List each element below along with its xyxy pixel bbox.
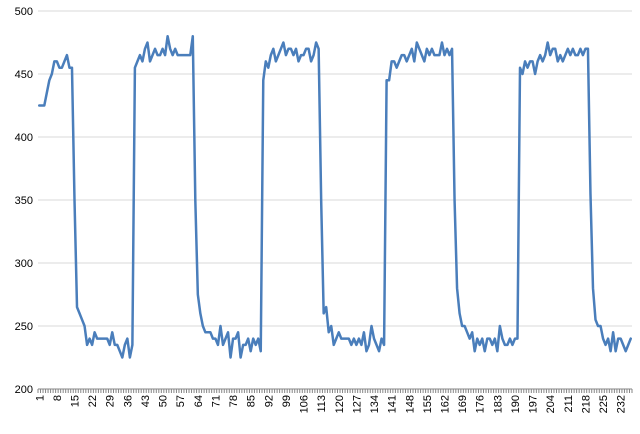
y-axis-tick-labels: 200 250 300 350 400 450 500 (15, 6, 33, 396)
x-axis-tick-labels: 1 8 15 22 29 36 43 50 57 64 71 78 85 92 99 106 113 120 127… (34, 395, 627, 413)
x-tick-label: 85 (246, 395, 258, 407)
x-tick-label: 50 (158, 395, 170, 407)
x-tick-label: 29 (105, 395, 117, 407)
x-tick-label: 64 (193, 395, 205, 407)
x-tick-label: 218 (580, 395, 592, 413)
x-tick-label: 71 (210, 395, 222, 407)
x-tick-label: 99 (281, 395, 293, 407)
x-tick-label: 15 (69, 395, 81, 407)
y-tick-label: 200 (15, 384, 33, 396)
x-tick-label: 148 (404, 395, 416, 413)
x-tick-label: 162 (439, 395, 451, 413)
y-tick-label: 300 (15, 258, 33, 270)
series-line (38, 34, 632, 359)
x-tick-label: 155 (422, 395, 434, 413)
y-tick-label: 250 (15, 321, 33, 333)
x-tick-label: 43 (140, 395, 152, 407)
x-axis-ticks (37, 389, 633, 393)
x-tick-label: 113 (316, 395, 328, 413)
y-tick-label: 500 (15, 6, 33, 18)
x-tick-label: 197 (528, 395, 540, 413)
x-tick-label: 120 (334, 395, 346, 413)
x-tick-label: 176 (475, 395, 487, 413)
gridlines (38, 10, 632, 327)
x-tick-label: 92 (263, 395, 275, 407)
x-tick-label: 8 (52, 395, 64, 401)
x-tick-label: 134 (369, 395, 381, 413)
x-tick-label: 106 (299, 395, 311, 413)
y-tick-label: 350 (15, 195, 33, 207)
x-tick-label: 36 (122, 395, 134, 407)
y-tick-label: 400 (15, 132, 33, 144)
x-tick-label: 211 (563, 395, 575, 413)
x-tick-label: 225 (598, 395, 610, 413)
x-tick-label: 190 (510, 395, 522, 413)
x-tick-label: 127 (351, 395, 363, 413)
x-tick-label: 78 (228, 395, 240, 407)
x-tick-label: 22 (87, 395, 99, 407)
x-tick-label: 169 (457, 395, 469, 413)
y-tick-label: 450 (15, 69, 33, 81)
x-tick-label: 183 (492, 395, 504, 413)
x-tick-label: 232 (616, 395, 628, 413)
x-tick-label: 141 (387, 395, 399, 413)
x-tick-label: 1 (34, 395, 46, 401)
x-tick-label: 204 (545, 395, 557, 413)
x-tick-label: 57 (175, 395, 187, 407)
